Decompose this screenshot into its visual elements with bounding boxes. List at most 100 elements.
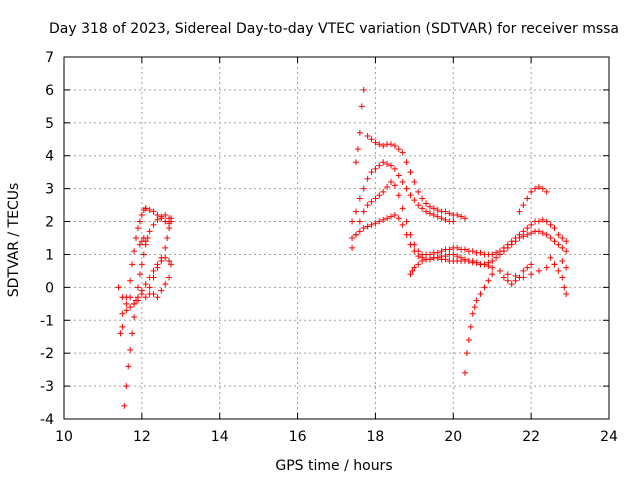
data-point: [372, 139, 379, 146]
data-point: [446, 210, 453, 217]
data-point: [349, 235, 356, 241]
data-point: [461, 246, 468, 253]
data-marks: [115, 86, 570, 409]
data-point: [473, 297, 480, 304]
data-point: [559, 235, 566, 241]
data-point: [539, 230, 546, 237]
data-point: [129, 261, 136, 268]
data-point: [368, 198, 375, 205]
data-point: [395, 215, 402, 222]
data-point: [485, 277, 492, 284]
data-point: [162, 211, 169, 218]
data-point: [138, 211, 145, 218]
data-point: [504, 244, 511, 251]
data-point: [399, 179, 406, 186]
data-point: [485, 262, 492, 269]
data-point: [140, 235, 147, 241]
data-point: [563, 264, 570, 271]
data-point: [356, 195, 363, 202]
data-point: [539, 185, 546, 192]
data-point: [543, 188, 550, 195]
data-point: [162, 281, 169, 288]
data-point: [380, 188, 387, 195]
data-point: [127, 304, 134, 311]
series-track-d-mid: [115, 254, 175, 311]
data-point: [115, 284, 122, 291]
data-point: [352, 231, 359, 238]
data-point: [380, 216, 387, 223]
data-point: [352, 159, 359, 166]
data-point: [508, 241, 515, 248]
data-point: [528, 188, 535, 195]
data-point: [407, 271, 414, 278]
y-tick-label: -1: [40, 313, 54, 329]
data-point: [563, 238, 570, 245]
data-point: [368, 169, 375, 176]
data-point: [154, 294, 161, 301]
data-point: [469, 248, 476, 255]
data-point: [477, 290, 484, 297]
data-point: [407, 241, 414, 248]
data-point: [426, 203, 433, 210]
y-tick-label: -4: [40, 412, 54, 428]
y-tick-label: 5: [45, 116, 54, 132]
data-point: [399, 221, 406, 228]
data-point: [150, 267, 157, 274]
data-point: [419, 195, 426, 202]
series-track-f-upper: [146, 215, 175, 291]
data-point: [450, 218, 457, 225]
data-point: [430, 205, 437, 212]
data-point: [434, 213, 441, 220]
x-tick-label: 12: [133, 429, 151, 445]
x-tick-labels: 10 12 14 16 18 20 22 24: [55, 429, 618, 445]
data-point: [403, 231, 410, 238]
data-point: [516, 235, 523, 241]
y-tick-label: 4: [45, 149, 54, 165]
data-point: [376, 162, 383, 169]
y-tick-label: -2: [40, 346, 54, 362]
data-point: [497, 251, 503, 258]
data-point: [454, 244, 461, 251]
data-point: [138, 261, 145, 268]
data-point: [142, 205, 149, 212]
data-point: [543, 231, 550, 238]
data-point: [504, 271, 511, 278]
x-tick-label: 10: [55, 429, 73, 445]
y-tick-label: 3: [45, 182, 54, 198]
series-track-p-scatter: [500, 261, 535, 288]
data-point: [467, 323, 474, 330]
data-point: [391, 142, 398, 149]
data-point: [559, 274, 566, 281]
data-point: [497, 267, 503, 274]
data-point: [395, 146, 402, 153]
data-point: [535, 228, 542, 235]
data-point: [150, 274, 157, 281]
x-tick-label: 22: [522, 429, 540, 445]
data-point: [158, 287, 165, 294]
data-point: [134, 297, 141, 304]
data-point: [426, 256, 433, 263]
data-point: [127, 294, 134, 301]
data-point: [395, 192, 402, 199]
data-point: [543, 264, 550, 271]
y-tick-label: 6: [45, 83, 54, 99]
series-track-h-high: [352, 86, 468, 222]
data-point: [384, 215, 391, 222]
data-point: [399, 205, 406, 212]
data-point: [512, 277, 519, 284]
data-point: [403, 185, 410, 192]
data-point: [158, 215, 165, 222]
data-point: [458, 213, 465, 220]
data-point: [463, 350, 470, 357]
data-point: [563, 290, 570, 297]
data-point: [528, 230, 535, 237]
data-point: [372, 165, 379, 172]
data-point: [442, 216, 449, 223]
data-point: [543, 218, 550, 225]
data-point: [129, 330, 136, 337]
data-point: [532, 185, 539, 192]
series-track-g-spike: [136, 235, 149, 248]
x-tick-label: 14: [211, 429, 229, 445]
data-point: [551, 261, 558, 268]
data-point: [403, 159, 410, 166]
